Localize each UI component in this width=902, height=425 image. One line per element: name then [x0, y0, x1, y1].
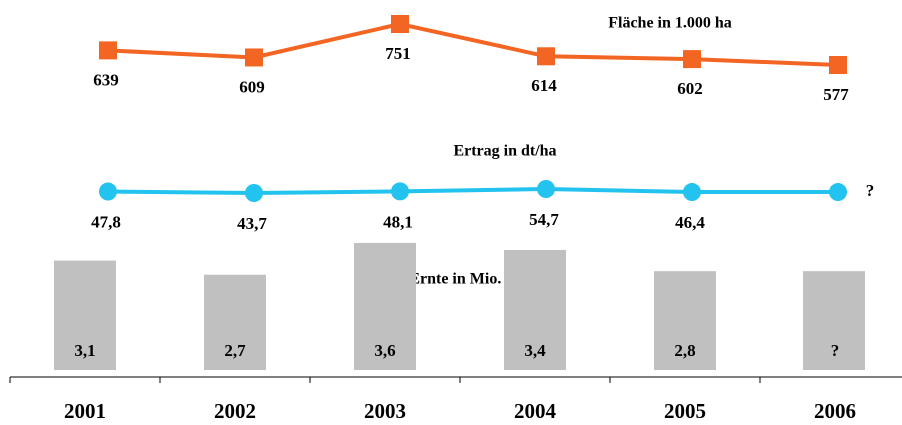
bar — [654, 271, 716, 370]
marker — [683, 50, 701, 69]
data-label: 43,7 — [237, 214, 267, 233]
marker — [99, 41, 117, 60]
x-tick-label: 2001 — [64, 399, 106, 423]
marker — [391, 182, 409, 201]
data-label: ? — [866, 181, 875, 200]
data-label: 3,1 — [74, 341, 95, 360]
marker — [537, 180, 555, 198]
line — [107, 21, 839, 67]
data-label: 3,6 — [374, 341, 395, 360]
data-label: 602 — [677, 79, 703, 98]
x-tick-label: 2005 — [664, 399, 706, 423]
data-label: 48,1 — [383, 212, 413, 231]
marker — [683, 183, 701, 202]
x-tick-label: 2006 — [814, 399, 856, 423]
unknown-marker — [829, 183, 847, 202]
data-label: 639 — [93, 70, 119, 89]
marker — [245, 184, 263, 202]
data-label: 2,8 — [674, 341, 695, 360]
data-label: 46,4 — [675, 213, 705, 232]
chart-title: Ernte in Mio. t — [409, 271, 511, 288]
data-label: 609 — [239, 77, 265, 96]
bar — [504, 249, 566, 370]
marker — [537, 47, 555, 66]
unknown-bar — [803, 271, 865, 370]
x-tick-label: 2002 — [214, 399, 256, 423]
marker — [391, 15, 409, 33]
data-label: 577 — [823, 85, 849, 104]
marker — [245, 48, 263, 67]
x-tick-label: 2003 — [364, 399, 406, 423]
marker — [99, 182, 117, 201]
data-label: 2,7 — [224, 341, 246, 360]
data-label: ? — [831, 341, 840, 360]
data-label: 751 — [385, 44, 411, 63]
chart-title: Ertrag in dt/ha — [453, 143, 556, 160]
marker — [829, 56, 847, 74]
bar — [204, 274, 266, 370]
bar — [354, 242, 416, 370]
bar — [54, 260, 116, 370]
data-label: 54,7 — [529, 210, 559, 229]
data-label: 47,8 — [91, 212, 121, 231]
x-tick-label: 2004 — [514, 399, 557, 423]
chart-title: Fläche in 1.000 ha — [608, 15, 732, 32]
data-label: 614 — [531, 76, 557, 95]
data-label: 3,4 — [524, 341, 546, 360]
